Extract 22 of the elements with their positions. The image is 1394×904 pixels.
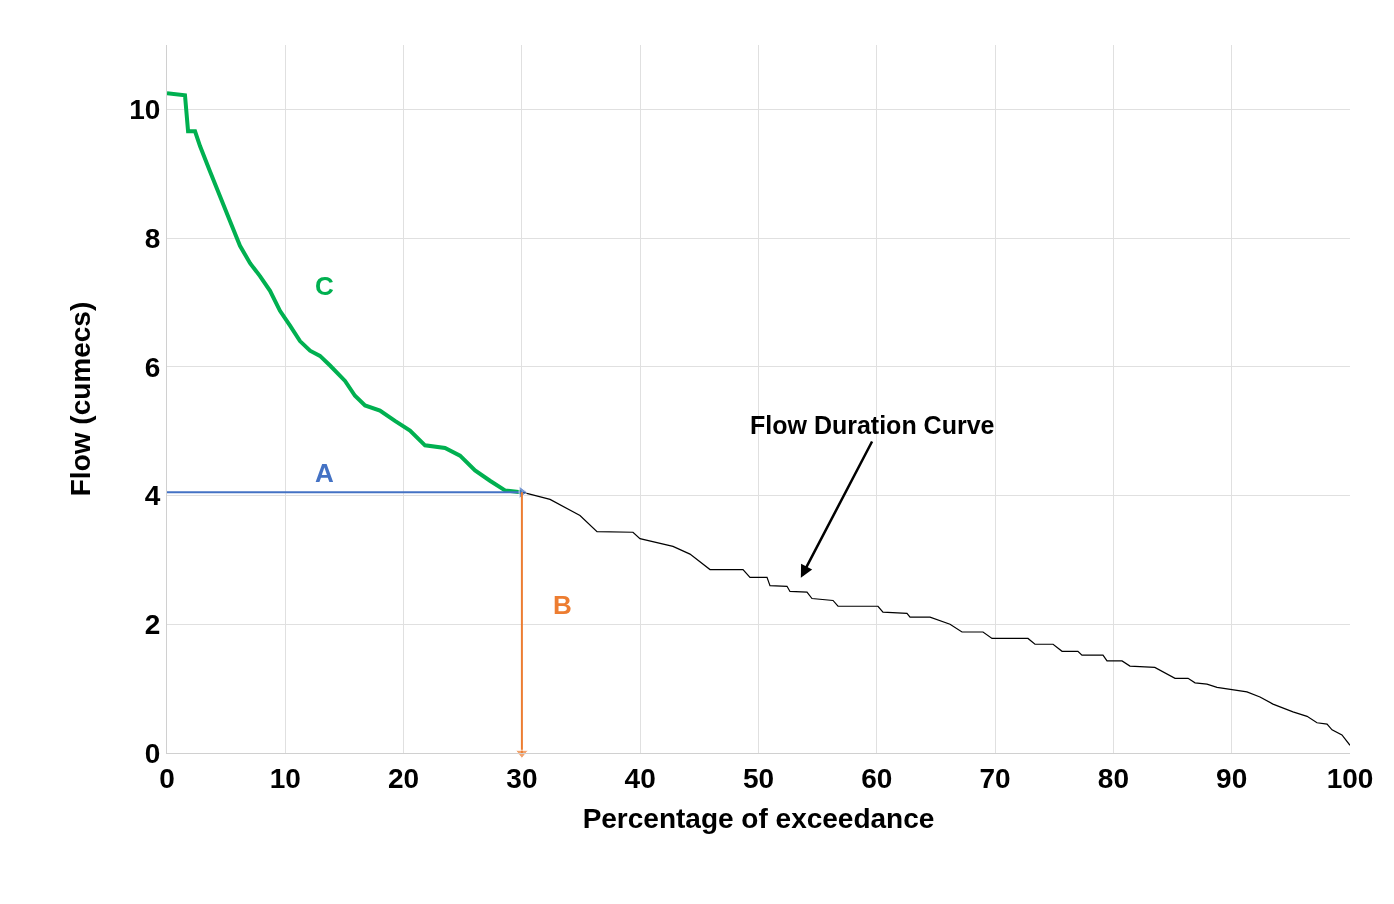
- y-tick-label: 0: [144, 737, 161, 769]
- y-tick-label: 10: [129, 94, 161, 126]
- x-tick-label: 60: [861, 762, 893, 794]
- annotation: Flow Duration Curve: [750, 411, 995, 439]
- x-tick-label: 20: [388, 762, 420, 794]
- y-tick-label: 8: [144, 222, 161, 254]
- y-tick-label: 2: [144, 609, 161, 641]
- x-tick-label: 100: [1326, 762, 1374, 794]
- x-axis-title: Percentage of exceedance: [582, 802, 935, 834]
- y-tick-label: 6: [144, 351, 161, 383]
- x-tick-label: 10: [269, 762, 301, 794]
- y-tick-label: 4: [144, 480, 161, 512]
- annotation: A: [315, 458, 334, 488]
- x-tick-label: 80: [1097, 762, 1129, 794]
- x-tick-label: 30: [506, 762, 538, 794]
- y-axis-title: Flow (cumecs): [64, 301, 96, 497]
- x-tick-label: 40: [624, 762, 656, 794]
- x-tick-label: 90: [1216, 762, 1248, 794]
- x-tick-label: 70: [979, 762, 1011, 794]
- annotation: B: [553, 590, 572, 620]
- x-tick-label: 50: [742, 762, 775, 794]
- annotation: C: [315, 271, 334, 301]
